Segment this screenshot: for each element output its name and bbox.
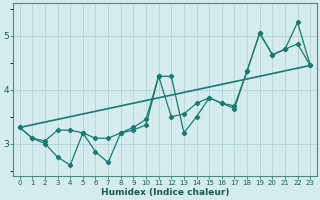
X-axis label: Humidex (Indice chaleur): Humidex (Indice chaleur) xyxy=(101,188,229,197)
